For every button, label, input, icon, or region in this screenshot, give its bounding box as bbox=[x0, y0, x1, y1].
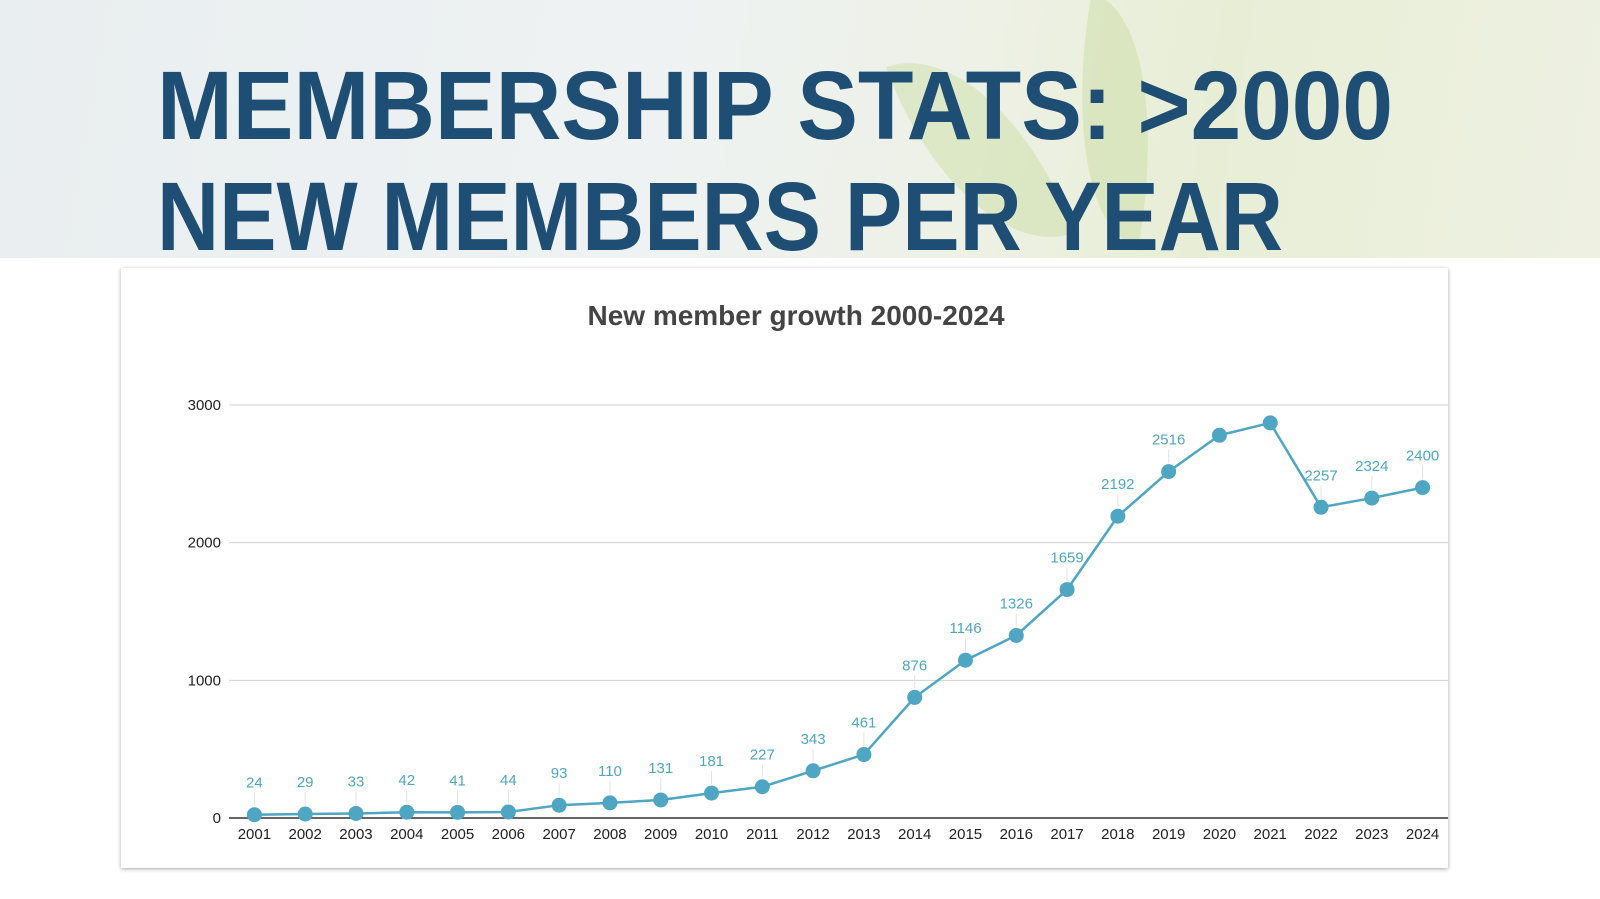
data-point bbox=[602, 795, 618, 811]
data-label: 2192 bbox=[1101, 476, 1134, 493]
data-point bbox=[653, 792, 669, 808]
data-label: 876 bbox=[902, 657, 927, 674]
data-label: 110 bbox=[598, 763, 622, 780]
y-tick-label: 2000 bbox=[188, 535, 221, 552]
data-label: 131 bbox=[648, 760, 673, 777]
data-point bbox=[754, 779, 770, 795]
page-title: MEMBERSHIP STATS: >2000 NEW MEMBERS PER … bbox=[157, 51, 1393, 258]
data-point bbox=[1211, 427, 1227, 443]
data-label: 29 bbox=[297, 774, 314, 791]
data-point bbox=[500, 804, 516, 820]
data-label: 24 bbox=[246, 775, 263, 792]
data-label: 2400 bbox=[1406, 448, 1439, 465]
x-tick-label: 2005 bbox=[441, 826, 474, 843]
data-point bbox=[551, 797, 567, 813]
data-point bbox=[856, 747, 872, 763]
x-tick-label: 2007 bbox=[542, 826, 575, 843]
data-point bbox=[1262, 415, 1278, 431]
x-tick-label: 2013 bbox=[847, 826, 880, 843]
data-label: 42 bbox=[398, 772, 415, 789]
data-label: 2324 bbox=[1355, 458, 1388, 475]
data-point bbox=[1059, 582, 1075, 598]
x-tick-label: 2012 bbox=[796, 826, 829, 843]
data-label: 2516 bbox=[1152, 432, 1185, 449]
x-tick-label: 2024 bbox=[1406, 826, 1439, 843]
x-tick-label: 2006 bbox=[492, 826, 525, 843]
chart-title: New member growth 2000-2024 bbox=[587, 300, 1004, 331]
data-point bbox=[246, 807, 262, 823]
y-tick-label: 0 bbox=[213, 810, 221, 827]
data-point bbox=[399, 804, 415, 820]
data-label: 1326 bbox=[1000, 595, 1033, 612]
x-tick-label: 2014 bbox=[898, 826, 931, 843]
title-line-1: MEMBERSHIP STATS: >2000 bbox=[157, 51, 1393, 160]
x-tick-label: 2016 bbox=[1000, 826, 1033, 843]
data-label: 181 bbox=[699, 753, 724, 770]
x-tick-label: 2018 bbox=[1101, 826, 1134, 843]
x-tick-label: 2001 bbox=[238, 826, 271, 843]
x-tick-label: 2011 bbox=[746, 826, 778, 843]
data-label: 33 bbox=[348, 773, 365, 790]
line-chart: New member growth 2000-2024 0 1000 2000 300… bbox=[188, 300, 1448, 843]
data-point bbox=[1008, 627, 1024, 643]
data-point bbox=[1415, 480, 1431, 496]
x-tick-label: 2004 bbox=[390, 826, 423, 843]
data-point bbox=[907, 689, 923, 705]
data-point bbox=[704, 785, 720, 801]
header-banner: MEMBERSHIP STATS: >2000 NEW MEMBERS PER … bbox=[0, 0, 1600, 258]
data-label: 461 bbox=[851, 715, 876, 732]
data-label: 1659 bbox=[1050, 550, 1083, 567]
x-tick-label: 2023 bbox=[1355, 826, 1388, 843]
x-tick-label: 2008 bbox=[593, 826, 626, 843]
chart-card: New member growth 2000-2024 0 1000 2000 300… bbox=[121, 268, 1448, 868]
data-point bbox=[957, 652, 973, 668]
data-point bbox=[450, 804, 466, 820]
data-label: 227 bbox=[750, 747, 775, 764]
data-label: 41 bbox=[449, 772, 466, 789]
x-tick-label: 2009 bbox=[644, 826, 677, 843]
x-tick-label: 2015 bbox=[949, 826, 982, 843]
x-tick-label: 2020 bbox=[1203, 826, 1236, 843]
data-point bbox=[805, 763, 821, 779]
data-label: 2257 bbox=[1304, 467, 1337, 484]
title-line-2: NEW MEMBERS PER YEAR bbox=[157, 162, 1283, 258]
data-point bbox=[1110, 508, 1126, 524]
x-tick-label: 2003 bbox=[339, 826, 372, 843]
x-tick-label: 2019 bbox=[1152, 826, 1185, 843]
y-tick-label: 3000 bbox=[188, 397, 221, 414]
series-line bbox=[254, 421, 1423, 816]
data-point bbox=[1364, 490, 1380, 506]
x-tick-label: 2021 bbox=[1254, 826, 1287, 843]
x-tick-label: 2017 bbox=[1050, 826, 1083, 843]
data-label: 1146 bbox=[949, 620, 981, 637]
data-point bbox=[348, 805, 364, 821]
x-tick-label: 2002 bbox=[289, 826, 322, 843]
data-label: 44 bbox=[500, 772, 517, 789]
y-tick-label: 1000 bbox=[188, 672, 221, 689]
data-point bbox=[297, 806, 313, 822]
data-point bbox=[1161, 464, 1177, 480]
data-label: 93 bbox=[551, 765, 568, 782]
data-label: 343 bbox=[801, 731, 826, 748]
x-tick-label: 2022 bbox=[1304, 826, 1337, 843]
x-tick-label: 2010 bbox=[695, 826, 728, 843]
data-point bbox=[1313, 499, 1329, 515]
